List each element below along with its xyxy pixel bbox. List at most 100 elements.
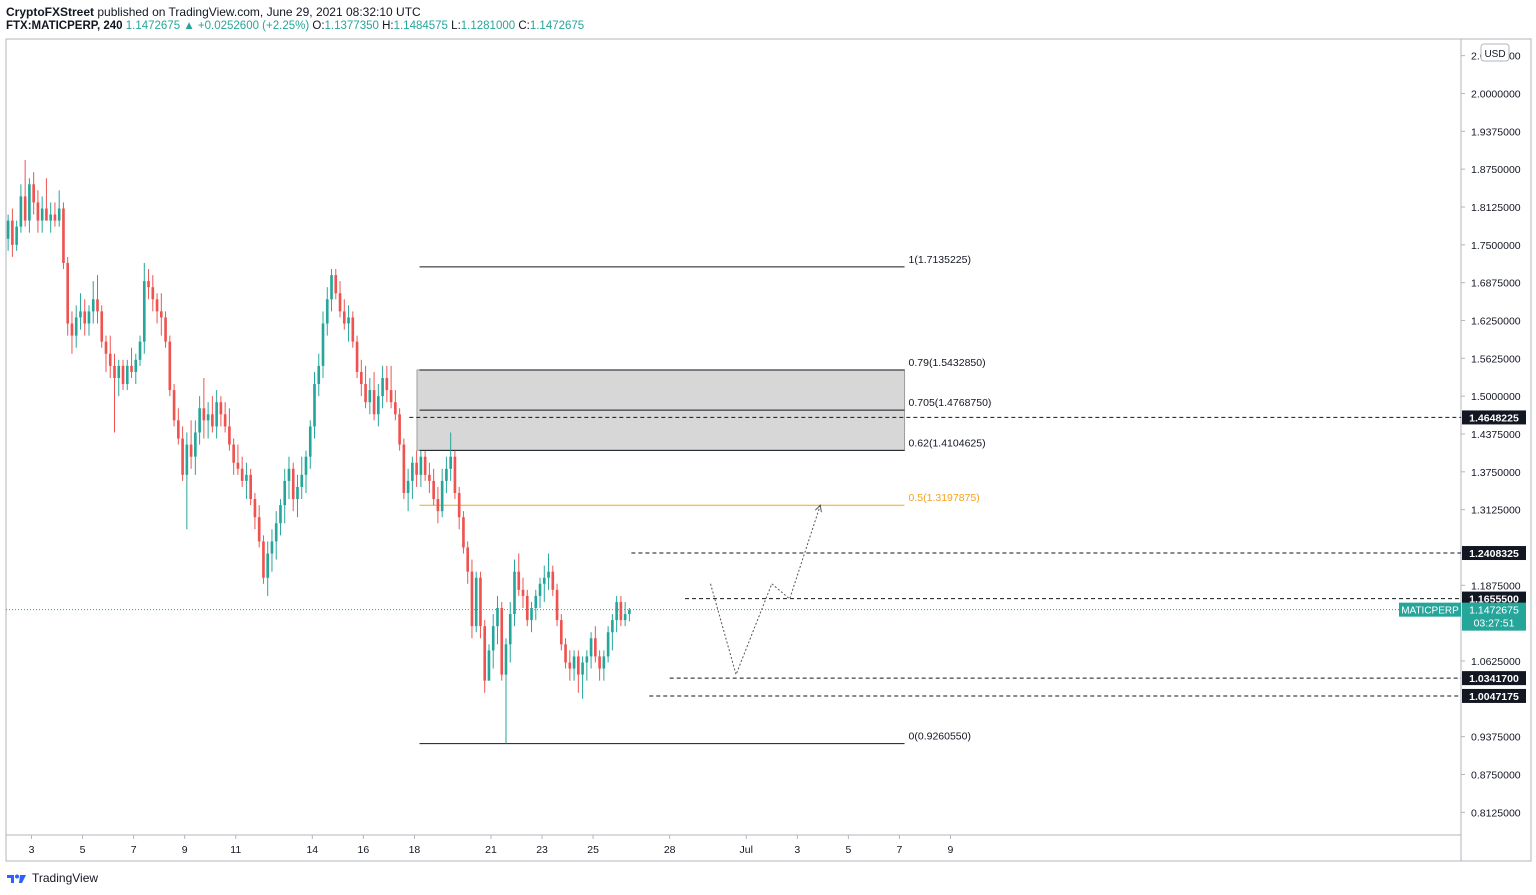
candle-body[interactable] [113, 365, 116, 378]
candle-body[interactable] [100, 311, 104, 342]
candle-body[interactable] [74, 317, 78, 336]
candle-body[interactable] [36, 202, 40, 221]
candle-body[interactable] [151, 287, 155, 300]
candle-body[interactable] [496, 608, 499, 627]
candle-body[interactable] [79, 311, 82, 318]
candle-body[interactable] [577, 656, 580, 675]
candle-body[interactable] [245, 474, 248, 481]
candle-body[interactable] [172, 390, 176, 421]
candle-body[interactable] [508, 614, 512, 645]
candle-body[interactable] [57, 208, 61, 221]
candle-body[interactable] [415, 462, 418, 475]
candle-body[interactable] [351, 317, 355, 342]
candle-body[interactable] [262, 541, 265, 578]
candle-body[interactable] [87, 311, 91, 324]
candle-body[interactable] [40, 208, 44, 221]
candle-body[interactable] [623, 614, 627, 621]
candle-body[interactable] [530, 608, 533, 621]
candle-body[interactable] [15, 226, 18, 245]
candle-body[interactable] [606, 632, 610, 657]
candle-body[interactable] [236, 462, 240, 469]
candle-body[interactable] [355, 341, 359, 372]
candle-body[interactable] [223, 414, 227, 427]
candle-body[interactable] [572, 656, 576, 669]
candle-body[interactable] [104, 341, 108, 354]
candle-body[interactable] [402, 444, 406, 493]
candle-body[interactable] [615, 601, 618, 621]
candle-body[interactable] [559, 620, 563, 645]
candle-body[interactable] [474, 577, 478, 627]
candle-body[interactable] [11, 220, 14, 245]
candle-body[interactable] [296, 486, 299, 500]
candle-body[interactable] [147, 281, 150, 288]
candle-body[interactable] [581, 662, 584, 675]
candle-body[interactable] [155, 299, 159, 312]
candle-body[interactable] [28, 184, 31, 221]
candle-body[interactable] [62, 208, 65, 263]
candle-body[interactable] [585, 656, 589, 663]
currency-box[interactable] [1480, 43, 1510, 62]
candle-body[interactable] [232, 444, 235, 463]
candle-body[interactable] [291, 468, 295, 500]
candle-body[interactable] [394, 402, 397, 415]
candle-body[interactable] [185, 444, 189, 475]
candle-body[interactable] [274, 523, 278, 542]
candle-body[interactable] [445, 468, 448, 481]
candle-body[interactable] [266, 553, 270, 578]
candle-body[interactable] [381, 377, 384, 397]
candle-body[interactable] [125, 365, 129, 385]
candle-body[interactable] [385, 377, 389, 391]
candle-body[interactable] [525, 595, 529, 621]
candle-body[interactable] [304, 456, 308, 475]
candle-body[interactable] [568, 662, 572, 669]
candle-body[interactable] [300, 474, 304, 487]
candle-body[interactable] [96, 299, 99, 312]
candle-body[interactable] [342, 311, 346, 324]
candle-body[interactable] [49, 214, 52, 221]
candle-body[interactable] [389, 390, 393, 403]
candle-body[interactable] [521, 589, 525, 596]
candle-body[interactable] [594, 638, 597, 657]
candle-body[interactable] [423, 456, 427, 475]
candle-body[interactable] [308, 426, 312, 457]
candle-body[interactable] [440, 480, 444, 512]
candle-body[interactable] [168, 341, 172, 391]
candle-body[interactable] [483, 626, 487, 681]
candle-body[interactable] [411, 462, 414, 481]
candle-body[interactable] [589, 638, 593, 657]
candle-body[interactable] [313, 384, 316, 427]
candle-body[interactable] [134, 359, 138, 372]
candle-body[interactable] [19, 196, 23, 227]
candle-body[interactable] [466, 547, 470, 572]
candle-body[interactable] [517, 571, 521, 590]
footer-brand[interactable]: TradingView [6, 871, 98, 885]
candle-body[interactable] [287, 468, 291, 481]
candle-body[interactable] [364, 384, 367, 403]
candle-body[interactable] [564, 644, 567, 663]
candle-body[interactable] [240, 468, 244, 481]
candle-body[interactable] [279, 505, 282, 524]
candle-body[interactable] [66, 262, 70, 324]
candle-body[interactable] [53, 214, 57, 221]
candle-body[interactable] [181, 438, 184, 475]
candle-body[interactable] [436, 499, 440, 512]
candle-body[interactable] [108, 353, 112, 366]
candle-body[interactable] [321, 323, 325, 366]
candle-body[interactable] [121, 365, 125, 385]
candle-body[interactable] [628, 609, 631, 615]
candle-body[interactable] [228, 426, 231, 445]
candle-body[interactable] [504, 644, 508, 675]
candle-body[interactable] [513, 571, 516, 615]
candle-body[interactable] [117, 365, 121, 378]
candle-body[interactable] [32, 184, 35, 203]
candle-body[interactable] [598, 656, 601, 669]
candle-body[interactable] [138, 341, 142, 360]
candle-body[interactable] [462, 517, 465, 548]
candle-body[interactable] [372, 390, 376, 415]
candle-body[interactable] [83, 311, 87, 324]
candle-body[interactable] [406, 480, 410, 493]
candle-body[interactable] [470, 571, 474, 627]
candle-body[interactable] [611, 620, 614, 633]
candle-body[interactable] [6, 220, 10, 239]
